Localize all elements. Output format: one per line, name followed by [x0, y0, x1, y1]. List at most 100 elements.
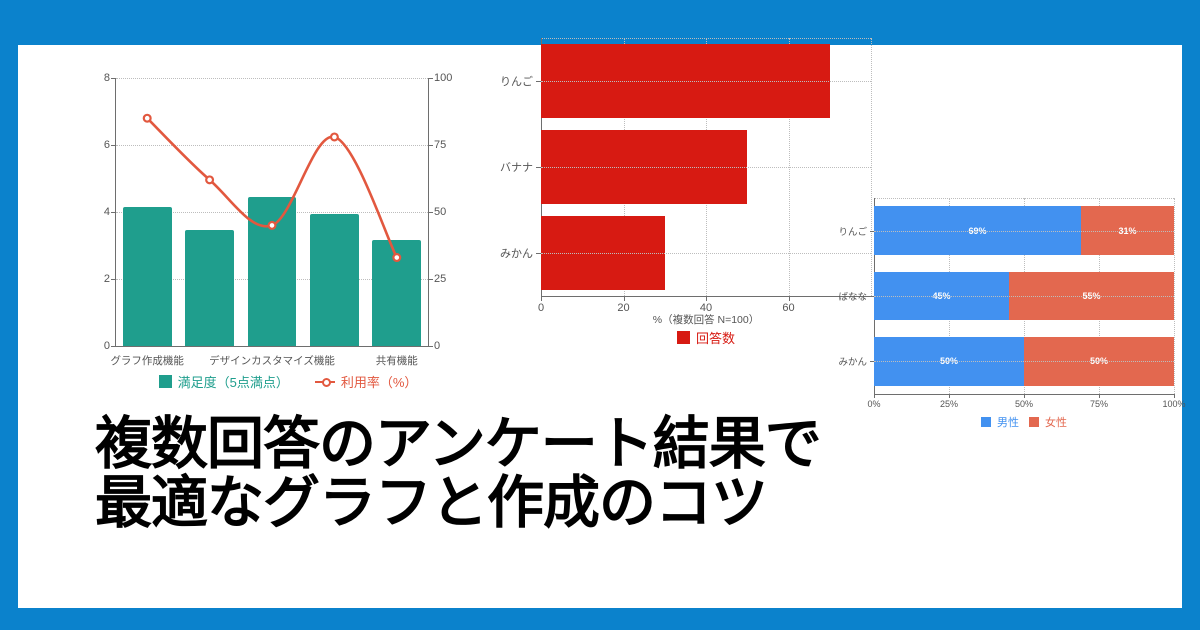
- grid-line-top: [541, 38, 871, 39]
- legend-item-female: 女性: [1029, 414, 1067, 430]
- square-icon: [981, 417, 991, 427]
- chart3-legend: 男性 女性: [874, 414, 1174, 430]
- axis-tick-y: [536, 81, 541, 82]
- legend-label: 男性: [997, 417, 1019, 429]
- x-axis-line: [116, 346, 428, 347]
- line-data-point: [392, 253, 402, 263]
- y-axis-tick-label: 4: [103, 206, 110, 218]
- y-axis-category-label: みかん: [500, 248, 533, 260]
- bar: [541, 130, 748, 204]
- x-axis-tick-label: 75%: [1089, 399, 1109, 409]
- y-axis-category-label: バナナ: [500, 162, 533, 174]
- y-axis-category-label: りんご: [500, 76, 533, 88]
- grid-line-horizontal: [541, 167, 871, 168]
- y-axis-category-label: ばなな: [838, 292, 867, 303]
- legend-label: 回答数: [695, 331, 735, 346]
- x-axis-line: [541, 296, 871, 297]
- axis-tick-y: [536, 253, 541, 254]
- legend-label: 利用率（%）: [340, 375, 418, 390]
- grid-line-horizontal: [541, 253, 871, 254]
- line-data-point: [267, 220, 277, 230]
- axis-tick-x: [1174, 394, 1175, 398]
- axis-tick-y: [111, 279, 116, 280]
- bar: [310, 213, 359, 346]
- grid-line-horizontal: [874, 361, 1174, 363]
- axis-tick-x: [874, 394, 875, 398]
- chart3-plot-area: 0% 25% 50% 75% 100% 69% 31% りんご 45% 55% ばなな 50% 50% み…: [838, 198, 1186, 409]
- x-axis-tick-label: 0%: [867, 399, 881, 409]
- line-data-point: [142, 113, 152, 123]
- axis-tick-y: [111, 78, 116, 79]
- chart1-plot-area: 0 2 4 6 8 0 25 50 75 100 グラフ作成機能 デザインカスタマイズ機能 共有機能: [104, 72, 452, 367]
- axis-tick-y2: [428, 346, 433, 347]
- chart-multiple-answer-counts: 0 20 40 60 りんご バナナ みかん %（複数回答 N=100） 回答数: [497, 22, 897, 362]
- y-axis-tick-label: 6: [103, 139, 110, 151]
- axis-tick-y: [111, 145, 116, 146]
- grid-line-top: [874, 198, 1174, 199]
- axis-tick-y: [870, 230, 874, 232]
- y-axis-tick-label: 8: [103, 72, 110, 84]
- axis-tick-y: [111, 346, 116, 347]
- x-axis-tick-label: 60: [782, 302, 795, 314]
- stacked-bar-row: 45% 55%: [874, 271, 1174, 321]
- chart2-axis-title: %（複数回答 N=100）: [652, 314, 760, 326]
- x-axis-tick-label: デザインカスタマイズ機能: [209, 355, 335, 367]
- axis-tick-y2: [428, 279, 433, 280]
- stacked-segment: 55%: [1009, 271, 1174, 321]
- line-data-point: [329, 132, 339, 142]
- square-icon: [158, 375, 172, 388]
- y-axis-category-label: りんご: [838, 226, 867, 238]
- chart2-plot-area: 0 20 40 60 りんご バナナ みかん: [500, 38, 872, 314]
- bar: [541, 216, 665, 290]
- legend-item-response-count: 回答数: [676, 328, 735, 347]
- title-line-2: 最適なグラフと作成のコツ: [95, 469, 768, 536]
- grid-line-vertical: [1174, 198, 1175, 394]
- axis-tick-y: [111, 212, 116, 213]
- stacked-segment: 45%: [874, 271, 1009, 321]
- y2-axis-line: [428, 78, 429, 346]
- bar: [541, 44, 830, 118]
- grid-line-horizontal: [541, 81, 871, 82]
- x-axis-line: [874, 394, 1174, 395]
- x-axis-tick-label: 40: [699, 302, 713, 314]
- y2-axis-tick-label: 25: [434, 273, 447, 285]
- grid-line-horizontal: [874, 296, 1174, 297]
- x-axis-tick-label: 100%: [1162, 399, 1186, 409]
- square-icon: [676, 331, 690, 344]
- square-icon: [1029, 417, 1039, 427]
- x-axis-tick-label: 20: [617, 302, 630, 314]
- x-axis-tick-label: 50%: [1014, 399, 1034, 409]
- x-axis-tick-label: 0: [537, 302, 545, 314]
- legend-label: 女性: [1045, 417, 1067, 429]
- axis-tick-x: [949, 394, 950, 398]
- y-axis-category-label: みかん: [838, 357, 867, 369]
- axis-tick-x: [623, 296, 625, 301]
- axis-tick-y2: [428, 145, 433, 146]
- chart-gender-breakdown-stacked: 0% 25% 50% 75% 100% 69% 31% りんご 45% 55% ばなな 50% 50% み…: [836, 186, 1186, 436]
- grid-line-horizontal: [116, 78, 428, 79]
- x-axis-tick-label: 25%: [939, 399, 959, 409]
- title-line-1: 複数回答のアンケート結果で: [95, 411, 822, 477]
- legend-item-male: 男性: [981, 414, 1019, 430]
- x-axis-tick-label: 共有機能: [375, 355, 418, 367]
- axis-tick-x: [706, 296, 707, 301]
- y-axis-tick-label: 2: [103, 273, 110, 285]
- chart2-legend: 回答数: [541, 328, 871, 349]
- legend-item-satisfaction: 満足度（5点満点）: [158, 372, 289, 391]
- axis-tick-x: [788, 296, 790, 301]
- line-data-point: [205, 175, 215, 185]
- bar: [185, 230, 234, 346]
- y2-axis-tick-label: 50: [434, 206, 447, 218]
- grid-line-horizontal: [116, 145, 428, 146]
- axis-tick-y: [870, 296, 874, 297]
- y2-axis-tick-label: 75: [434, 139, 447, 151]
- axis-tick-y2: [428, 78, 433, 79]
- usage-rate-line: [142, 113, 402, 263]
- y2-axis-tick-label: 0: [434, 340, 441, 352]
- x-axis-tick-label: グラフ作成機能: [110, 355, 184, 367]
- grid-line-horizontal: [874, 230, 1174, 232]
- axis-tick-x: [1024, 394, 1025, 398]
- legend-label: 満足度（5点満点）: [177, 375, 289, 390]
- axis-tick-x: [541, 296, 542, 301]
